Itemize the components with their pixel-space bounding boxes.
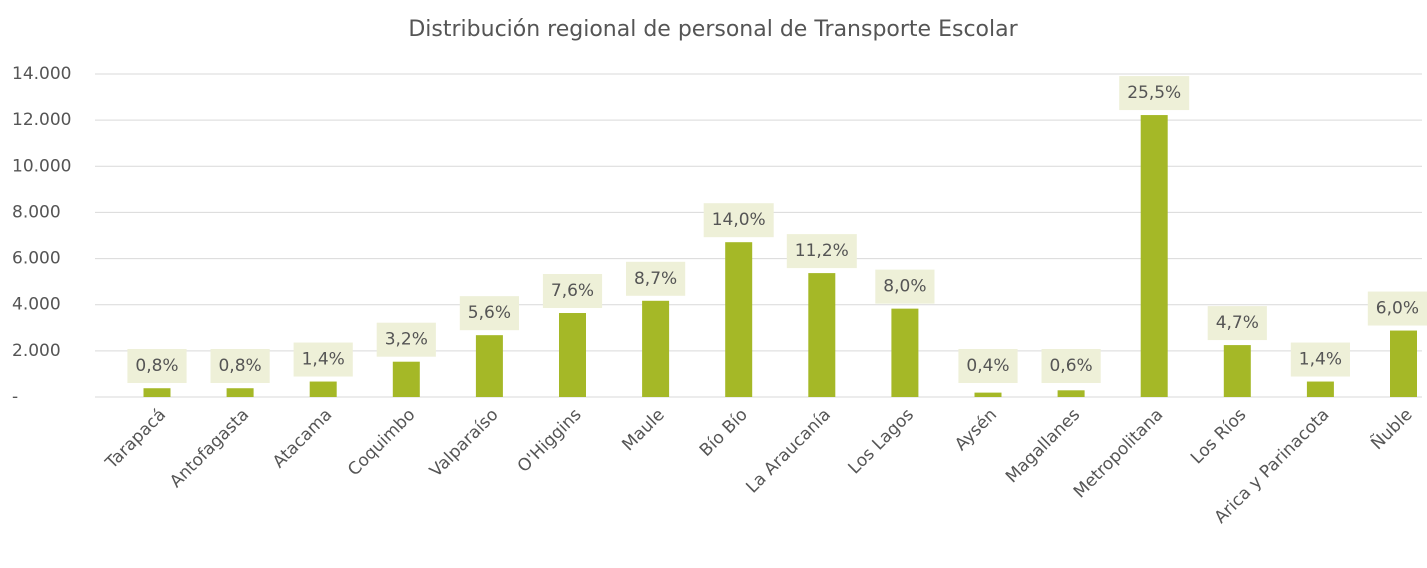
- data-label: 11,2%: [795, 241, 849, 261]
- data-label-box: [376, 322, 436, 357]
- bar: [1390, 330, 1417, 397]
- y-tick-label: 12.000: [12, 110, 71, 130]
- x-tick-label: Los Ríos: [1187, 405, 1250, 468]
- data-label-box: [703, 203, 774, 238]
- y-tick-label: -: [12, 387, 18, 407]
- data-label-group: 0,4%: [958, 349, 1018, 383]
- x-tick-label: O'Higgins: [514, 405, 586, 477]
- x-tick-label: Antofagasta: [166, 405, 253, 492]
- bar: [1223, 345, 1251, 397]
- data-label-box: [1367, 291, 1427, 326]
- data-label-box: [1290, 342, 1351, 377]
- data-label-group: 8,0%: [875, 269, 935, 304]
- data-label: 25,5%: [1127, 83, 1181, 103]
- data-label: 4,7%: [1216, 313, 1259, 333]
- chart-title: Distribución regional de personal de Tra…: [408, 17, 1018, 42]
- data-label: 1,4%: [302, 350, 345, 370]
- data-label-group: 25,5%: [1119, 76, 1190, 111]
- data-label: 1,4%: [1299, 350, 1342, 370]
- data-label-box: [1041, 349, 1101, 383]
- y-tick-label: 8.000: [12, 202, 61, 222]
- x-tick-label: Magallanes: [1002, 405, 1084, 487]
- bar: [1057, 390, 1085, 397]
- data-label-group: 3,2%: [376, 322, 436, 357]
- data-label: 0,8%: [135, 356, 178, 376]
- data-label-group: 4,7%: [1207, 306, 1267, 341]
- data-label-group: 0,8%: [210, 349, 270, 383]
- data-label-box: [542, 274, 603, 309]
- data-label-box: [1119, 76, 1190, 111]
- data-label-box: [210, 349, 270, 383]
- bar: [475, 335, 503, 397]
- data-label: 0,4%: [966, 356, 1009, 376]
- data-label-group: 11,2%: [786, 234, 857, 269]
- data-label-group: 7,6%: [542, 274, 603, 309]
- x-tick-label: Maule: [618, 405, 668, 455]
- y-tick-label: 2.000: [12, 341, 61, 361]
- y-tick-label: 10.000: [12, 156, 71, 176]
- data-label-box: [958, 349, 1018, 383]
- data-label-group: 0,8%: [127, 349, 187, 383]
- data-label-box: [786, 234, 857, 269]
- data-label: 3,2%: [385, 330, 428, 350]
- y-tick-label: 14.000: [12, 64, 71, 84]
- bar: [559, 313, 586, 397]
- x-tick-label: Atacama: [269, 405, 336, 472]
- data-label-box: [875, 269, 935, 304]
- data-label: 6,0%: [1376, 299, 1419, 319]
- bar: [725, 242, 753, 397]
- data-label-group: 6,0%: [1367, 291, 1427, 326]
- bar: [808, 273, 836, 397]
- bar: [642, 300, 670, 397]
- data-label-box: [127, 349, 187, 383]
- data-label-group: 5,6%: [459, 296, 520, 331]
- x-tick-label: Metropolitana: [1070, 405, 1167, 502]
- bar: [226, 388, 254, 397]
- x-tick-label: Ñuble: [1366, 404, 1417, 455]
- data-label-group: 1,4%: [293, 342, 353, 377]
- bar: [1306, 381, 1334, 397]
- data-label: 7,6%: [551, 281, 594, 301]
- x-tick-label: Tarapacá: [101, 405, 170, 474]
- data-label-box: [1207, 306, 1267, 341]
- x-tick-label: Aysén: [951, 405, 1001, 455]
- data-label: 0,8%: [218, 356, 261, 376]
- data-label-box: [625, 261, 686, 296]
- data-label: 5,6%: [468, 303, 511, 323]
- data-label-box: [459, 296, 520, 331]
- data-label: 8,0%: [883, 277, 926, 297]
- data-label-group: 8,7%: [625, 261, 686, 296]
- x-tick-label: Los Lagos: [845, 405, 918, 478]
- bar: [309, 381, 337, 397]
- y-tick-label: 6.000: [12, 249, 61, 269]
- data-label: 0,6%: [1049, 356, 1092, 376]
- bar: [392, 361, 420, 397]
- data-label-group: 0,6%: [1041, 349, 1101, 383]
- x-tick-label: Bío Bío: [696, 405, 752, 461]
- data-label-box: [293, 342, 353, 377]
- data-label-group: 1,4%: [1290, 342, 1351, 377]
- bar: [974, 392, 1002, 397]
- bar: [891, 308, 919, 397]
- x-tick-label: La Araucanía: [742, 405, 834, 497]
- x-tick-label: Valparaíso: [426, 405, 502, 481]
- bar: [1140, 115, 1168, 398]
- y-tick-label: 4.000: [12, 295, 61, 315]
- data-label: 8,7%: [634, 269, 677, 289]
- data-label-group: 14,0%: [703, 203, 774, 238]
- bar: [143, 388, 171, 397]
- x-tick-label: Coquimbo: [344, 405, 419, 480]
- data-label: 14,0%: [712, 210, 766, 230]
